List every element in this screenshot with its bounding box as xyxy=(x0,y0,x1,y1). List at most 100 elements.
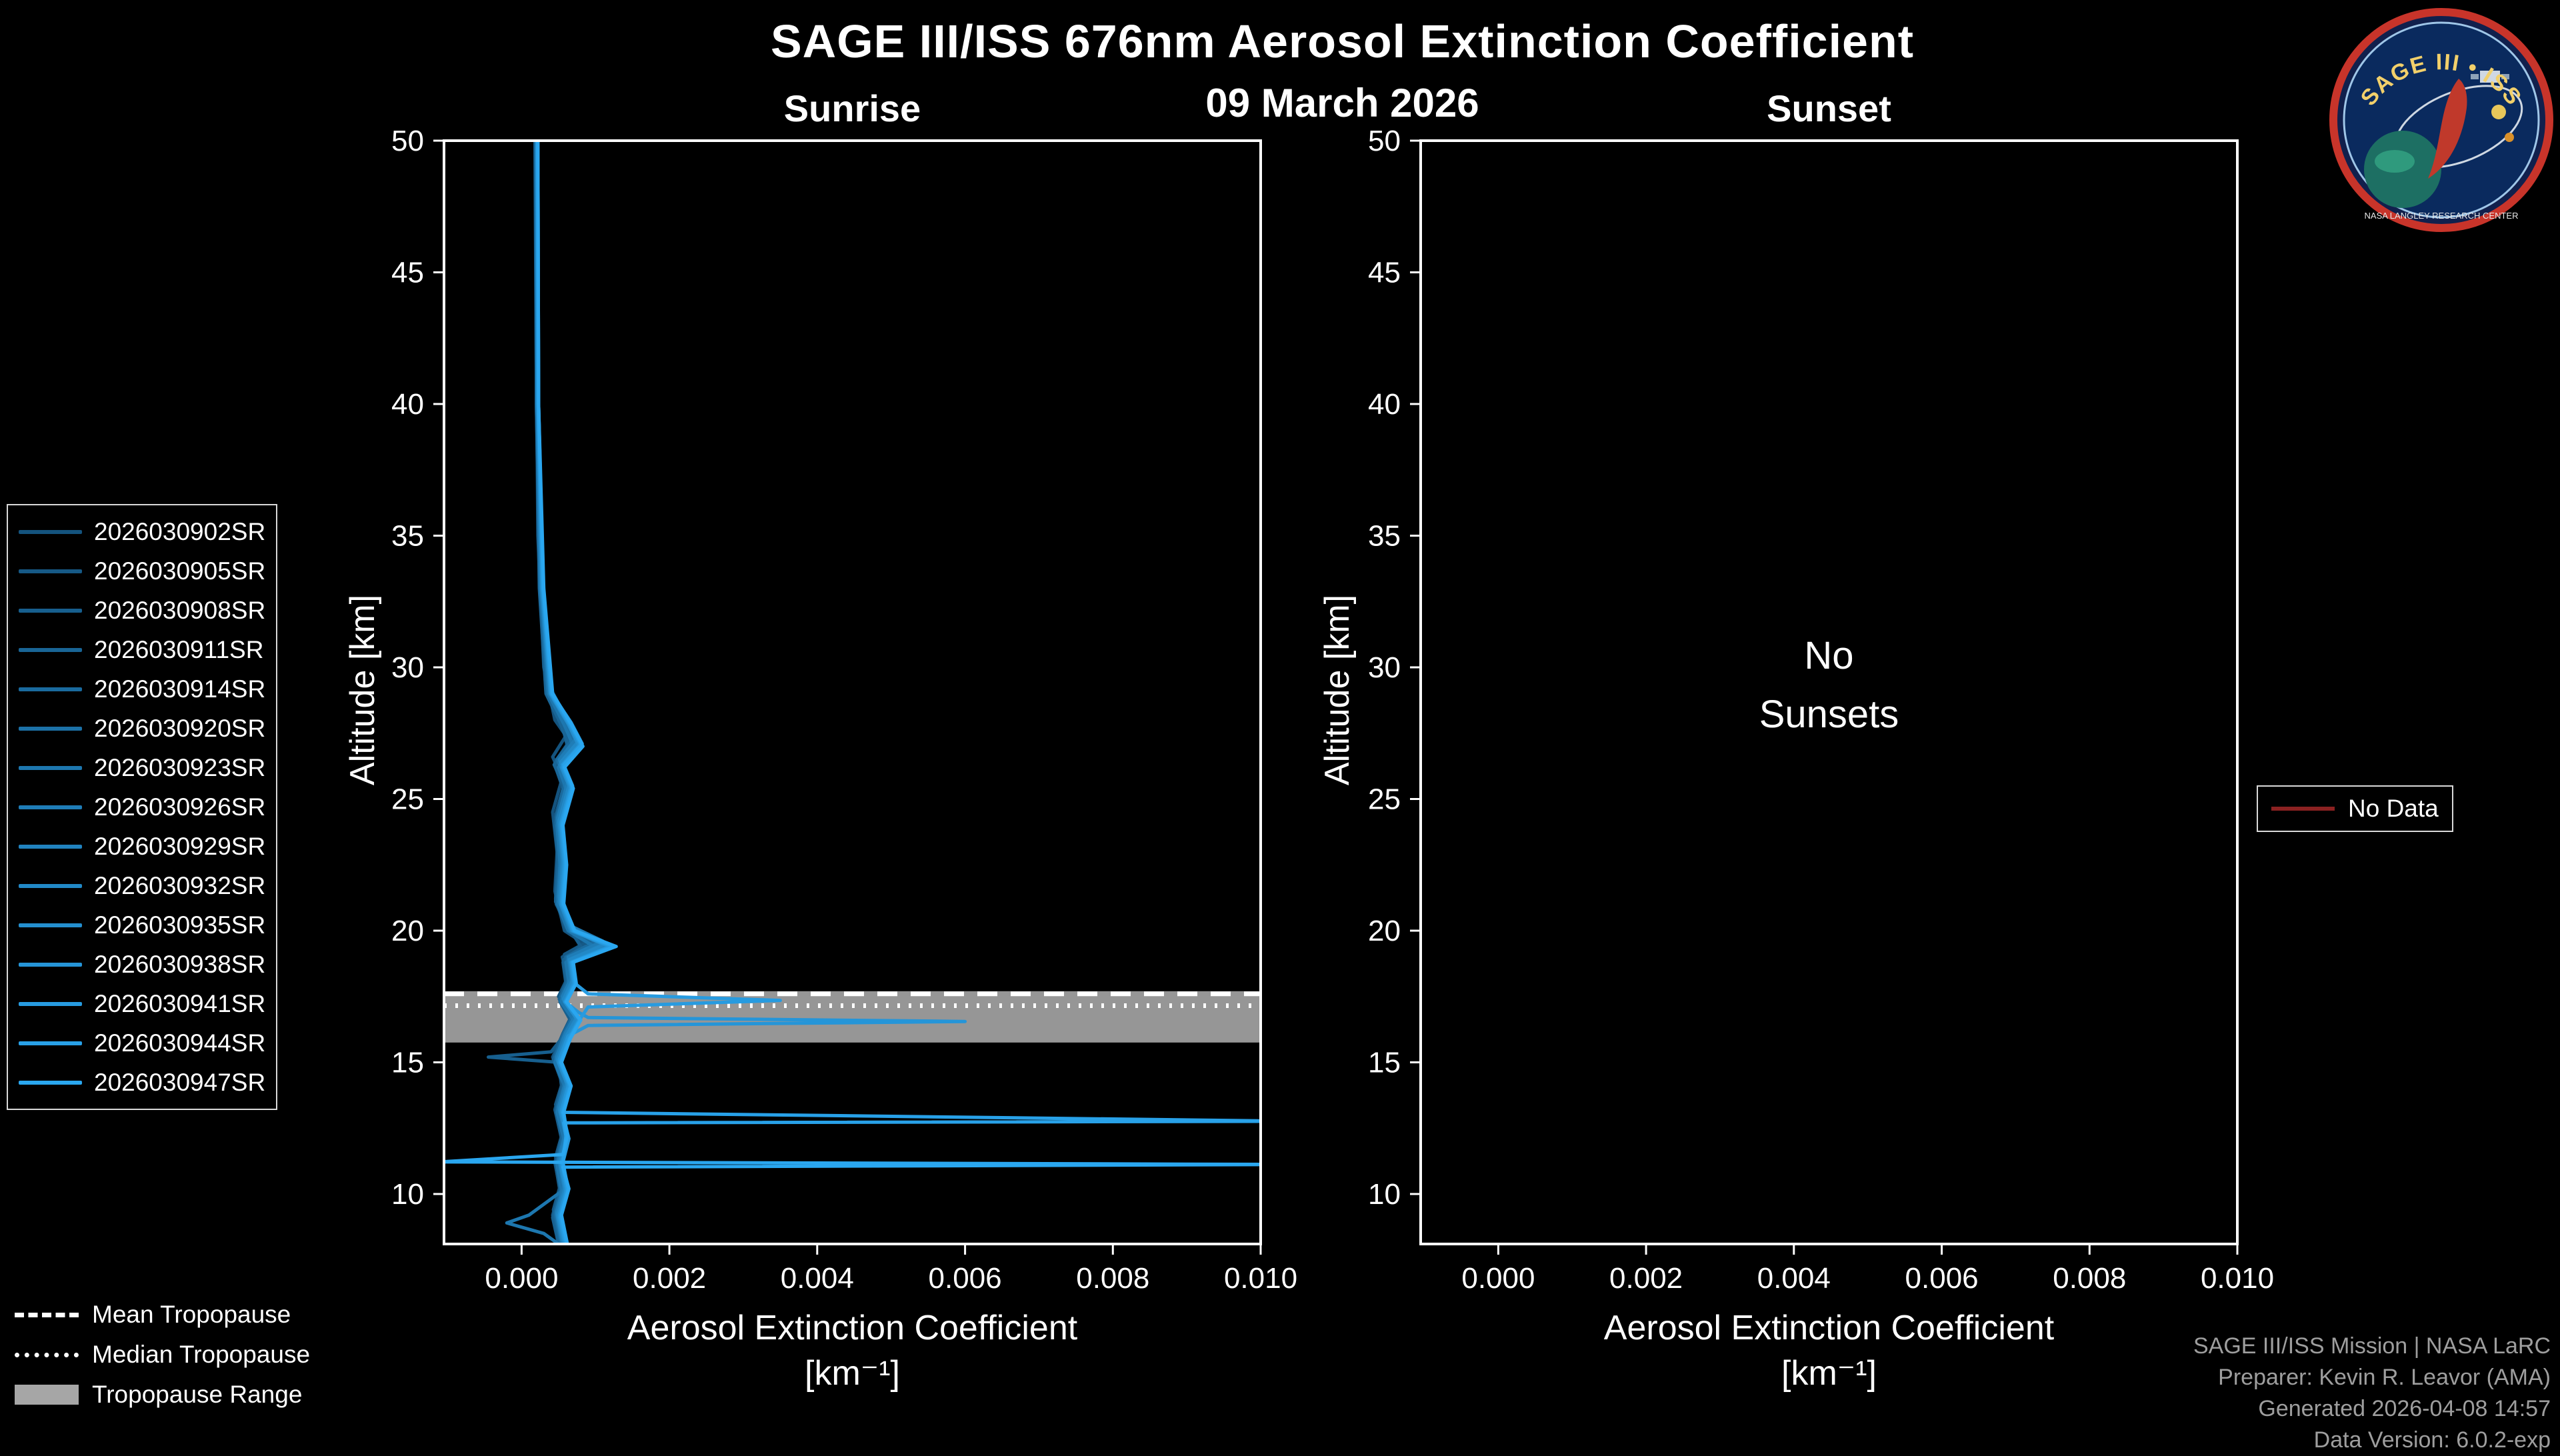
y-tick-label: 25 xyxy=(1368,783,1401,816)
y-tick-label: 40 xyxy=(1368,388,1401,421)
y-tick-label: 10 xyxy=(391,1178,424,1211)
figure-title: SAGE III/ISS 676nm Aerosol Extinction Co… xyxy=(770,15,1915,67)
y-tick-label: 35 xyxy=(1368,520,1401,553)
event-line-icon xyxy=(19,1041,82,1045)
event-line-icon xyxy=(19,529,82,534)
x-tick-label: 0.008 xyxy=(1076,1262,1149,1295)
no-sunsets-annotation: No Sunsets xyxy=(1421,627,2237,744)
event-label: 2026030902SR xyxy=(94,517,266,545)
y-tick-label: 30 xyxy=(1368,651,1401,684)
x-tick-label: 0.002 xyxy=(633,1262,706,1295)
earth-continent-icon xyxy=(2375,150,2415,173)
x-tick-label: 0.004 xyxy=(1757,1262,1831,1295)
event-label: 2026030914SR xyxy=(94,675,266,703)
x-tick-label: 0.000 xyxy=(485,1262,558,1295)
event-label: 2026030923SR xyxy=(94,753,266,781)
mean-tropopause-legend-item: Mean Tropopause xyxy=(15,1295,310,1335)
y-tick-label: 50 xyxy=(391,125,424,157)
sunrise-x-axis-label: Aerosol Extinction Coefficient xyxy=(627,1309,1078,1347)
y-tick-label: 45 xyxy=(391,257,424,289)
no-data-label: No Data xyxy=(2348,795,2439,822)
event-line-icon xyxy=(19,726,82,731)
planet-icon xyxy=(2491,105,2506,119)
event-label: 2026030929SR xyxy=(94,832,266,860)
event-label: 2026030911SR xyxy=(94,635,264,663)
credit-generated: Generated 2026-04-08 14:57 xyxy=(2258,1396,2551,1421)
event-legend-item: 2026030935SR xyxy=(19,905,265,945)
profile-line xyxy=(536,141,782,1244)
sunset-plot: 0.000 0.002 0.004 0.006 0.008 0.010 10 15 20 25 30… xyxy=(1368,125,2274,1295)
event-legend-item: 2026030947SR xyxy=(19,1063,265,1102)
median-tropopause-label: Median Tropopause xyxy=(92,1341,311,1368)
event-legend-item: 2026030932SR xyxy=(19,866,265,905)
event-legend-item: 2026030938SR xyxy=(19,945,265,984)
x-tick-label: 0.006 xyxy=(929,1262,1002,1295)
event-line-icon xyxy=(19,1001,82,1006)
event-label: 2026030926SR xyxy=(94,793,266,821)
event-line-icon xyxy=(19,687,82,691)
event-label: 2026030932SR xyxy=(94,871,266,899)
event-legend: 2026030902SR 2026030905SR 2026030908SR 2026… xyxy=(7,504,278,1110)
event-label: 2026030908SR xyxy=(94,596,266,624)
y-tick-label: 35 xyxy=(391,520,424,553)
event-line-icon xyxy=(19,844,82,849)
dashed-line-icon xyxy=(15,1312,79,1317)
sunrise-panel-title: Sunrise xyxy=(783,87,921,129)
logo-subtitle-text: NASA LANGLEY RESEARCH CENTER xyxy=(2365,211,2519,221)
event-line-icon xyxy=(19,569,82,573)
tropopause-range-label: Tropopause Range xyxy=(92,1381,303,1408)
dotted-line-icon xyxy=(15,1352,79,1357)
event-legend-item: 2026030944SR xyxy=(19,1023,265,1063)
event-legend-item: 2026030902SR xyxy=(19,512,265,551)
credit-preparer: Preparer: Kevin R. Leavor (AMA) xyxy=(2218,1365,2551,1390)
iss-panel2-icon xyxy=(2501,74,2509,79)
sunset-x-axis-units: [km⁻¹] xyxy=(1781,1354,1877,1393)
x-tick-label: 0.010 xyxy=(2201,1262,2274,1295)
credit-data-version: Data Version: 6.0.2-exp xyxy=(2313,1427,2551,1453)
event-label: 2026030920SR xyxy=(94,714,266,742)
y-tick-label: 30 xyxy=(391,651,424,684)
x-tick-label: 0.010 xyxy=(1224,1262,1297,1295)
figure-date: 09 March 2026 xyxy=(1205,81,1479,125)
event-label: 2026030944SR xyxy=(94,1029,266,1057)
y-tick-label: 45 xyxy=(1368,257,1401,289)
event-legend-item: 2026030941SR xyxy=(19,984,265,1023)
sunrise-plot: 0.000 0.002 0.004 0.006 0.008 0.010 10 15 20 25 30… xyxy=(391,125,1297,1295)
profile-line xyxy=(505,141,596,1244)
event-label: 2026030935SR xyxy=(94,911,266,939)
event-line-icon xyxy=(19,608,82,613)
y-tick-label: 20 xyxy=(391,915,424,947)
x-tick-label: 0.008 xyxy=(2053,1262,2126,1295)
y-tick-label: 40 xyxy=(391,388,424,421)
median-tropopause-legend-item: Median Tropopause xyxy=(15,1335,310,1375)
event-label: 2026030905SR xyxy=(94,557,266,585)
event-legend-item: 2026030908SR xyxy=(19,591,265,630)
y-tick-label: 10 xyxy=(1368,1178,1401,1211)
profile-line xyxy=(536,141,1261,1244)
tropopause-range-legend-item: Tropopause Range xyxy=(15,1375,310,1415)
tropopause-legend: Mean Tropopause Median Tropopause Tropop… xyxy=(15,1295,310,1415)
event-line-icon xyxy=(19,962,82,967)
event-legend-item: 2026030914SR xyxy=(19,669,265,709)
event-legend-item: 2026030920SR xyxy=(19,709,265,748)
event-legend-item: 2026030905SR xyxy=(19,551,265,591)
y-tick-label: 15 xyxy=(391,1047,424,1079)
credit-mission: SAGE III/ISS Mission | NASA LaRC xyxy=(2193,1333,2551,1359)
gray-patch-icon xyxy=(15,1385,79,1405)
iss-satellite-icon xyxy=(2480,71,2500,83)
no-data-line-icon xyxy=(2271,807,2335,811)
sunrise-x-axis-units: [km⁻¹] xyxy=(805,1354,900,1393)
no-sunsets-line1: No xyxy=(1804,634,1854,677)
profile-line xyxy=(535,141,967,1244)
sunset-y-axis-label: Altitude [km] xyxy=(1318,594,1357,786)
event-line-icon xyxy=(19,883,82,888)
iss-panel-icon xyxy=(2471,74,2479,79)
mean-tropopause-label: Mean Tropopause xyxy=(92,1301,291,1328)
plot-border xyxy=(1419,139,2239,1245)
x-tick-label: 0.004 xyxy=(781,1262,854,1295)
event-line-icon xyxy=(19,805,82,809)
event-legend-item: 2026030911SR xyxy=(19,630,265,669)
event-label: 2026030941SR xyxy=(94,989,266,1017)
y-tick-label: 15 xyxy=(1368,1047,1401,1079)
